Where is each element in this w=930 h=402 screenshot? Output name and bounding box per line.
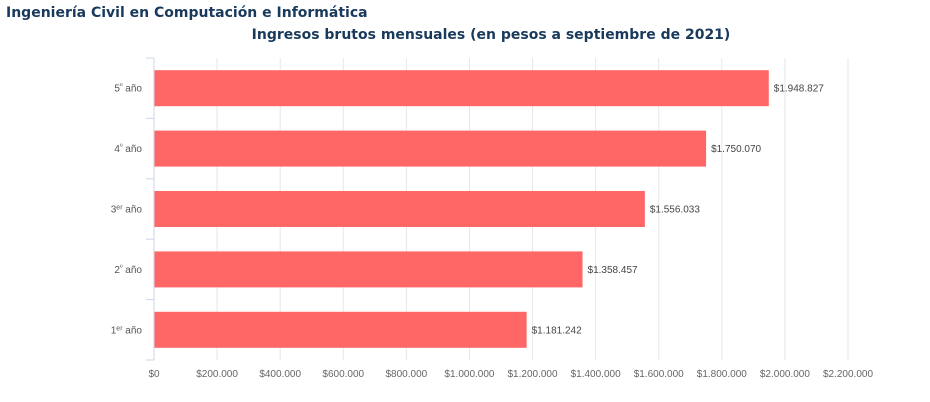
category-label: 4º año bbox=[114, 144, 142, 155]
bar bbox=[154, 311, 527, 348]
x-tick-label: $400.000 bbox=[259, 369, 301, 380]
data-label: $1.750.070 bbox=[711, 144, 761, 155]
x-tick-label: $1.000.000 bbox=[444, 369, 494, 380]
data-label: $1.358.457 bbox=[588, 265, 638, 276]
category-label: 1er año bbox=[111, 325, 143, 336]
data-label: $1.556.033 bbox=[650, 205, 700, 216]
bar bbox=[154, 130, 707, 167]
x-tick-label: $600.000 bbox=[322, 369, 364, 380]
x-tick-label: $2.000.000 bbox=[760, 369, 810, 380]
category-label: 2º año bbox=[114, 265, 142, 276]
bars bbox=[154, 70, 769, 348]
bar bbox=[154, 251, 583, 288]
x-tick-label: $1.800.000 bbox=[697, 369, 747, 380]
x-tick-label: $2.200.000 bbox=[823, 369, 873, 380]
x-tick-label: $1.600.000 bbox=[634, 369, 684, 380]
category-label: 3er año bbox=[111, 205, 143, 216]
bar bbox=[154, 70, 769, 107]
data-label: $1.948.827 bbox=[774, 84, 824, 95]
x-tick-label: $800.000 bbox=[386, 369, 428, 380]
x-tick-label: $200.000 bbox=[196, 369, 238, 380]
axes bbox=[146, 57, 155, 361]
x-tick-label: $1.400.000 bbox=[571, 369, 621, 380]
x-tick-label: $1.200.000 bbox=[508, 369, 558, 380]
data-label: $1.181.242 bbox=[532, 325, 582, 336]
page-heading: Ingeniería Civil en Computación e Inform… bbox=[6, 5, 368, 21]
chart-title: Ingresos brutos mensuales (en pesos a se… bbox=[251, 27, 731, 43]
bar bbox=[154, 191, 645, 227]
x-tick-label: $0 bbox=[148, 369, 160, 380]
category-label: 5º año bbox=[114, 84, 142, 95]
labels: $0 $200.000 $400.000 $600.000 $800.000 $1.000… bbox=[111, 84, 874, 380]
grid-lines bbox=[216, 58, 849, 360]
